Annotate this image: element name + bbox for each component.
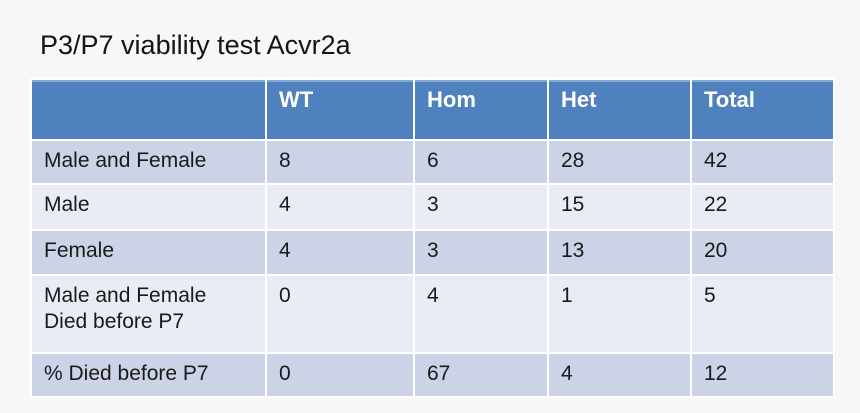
row-label: Male and Female Died before P7 [30,274,267,354]
header-row: WT Hom Het Total [30,78,835,141]
cell-value: 1 [547,274,692,354]
column-header-total: Total [690,78,835,141]
cell-value: 12 [690,352,835,398]
column-header-wt: WT [265,78,415,141]
table-row: Male and Female Died before P7 0 4 1 5 [30,274,835,354]
cell-value: 42 [690,139,835,185]
cell-value: 4 [265,229,415,276]
cell-value: 0 [265,352,415,398]
cell-value: 8 [265,139,415,185]
cell-value: 67 [413,352,549,398]
row-label: Male and Female [30,139,267,185]
row-label: Male [30,183,267,231]
cell-value: 0 [265,274,415,354]
cell-value: 6 [413,139,549,185]
cell-value: 5 [690,274,835,354]
column-header-hom: Hom [413,78,549,141]
column-header-rowlabel [30,78,267,141]
cell-value: 4 [413,274,549,354]
table-row: Female 4 3 13 20 [30,229,835,276]
cell-value: 15 [547,183,692,231]
cell-value: 4 [547,352,692,398]
cell-value: 3 [413,183,549,231]
cell-value: 20 [690,229,835,276]
column-header-het: Het [547,78,692,141]
cell-value: 4 [265,183,415,231]
table-row: Male 4 3 15 22 [30,183,835,231]
cell-value: 3 [413,229,549,276]
cell-value: 13 [547,229,692,276]
viability-table: WT Hom Het Total Male and Female 8 6 28 … [30,78,835,398]
row-label: Female [30,229,267,276]
table-row: Male and Female 8 6 28 42 [30,139,835,185]
page-title: P3/P7 viability test Acvr2a [40,30,351,60]
table-row: % Died before P7 0 67 4 12 [30,352,835,398]
cell-value: 22 [690,183,835,231]
row-label: % Died before P7 [30,352,267,398]
cell-value: 28 [547,139,692,185]
